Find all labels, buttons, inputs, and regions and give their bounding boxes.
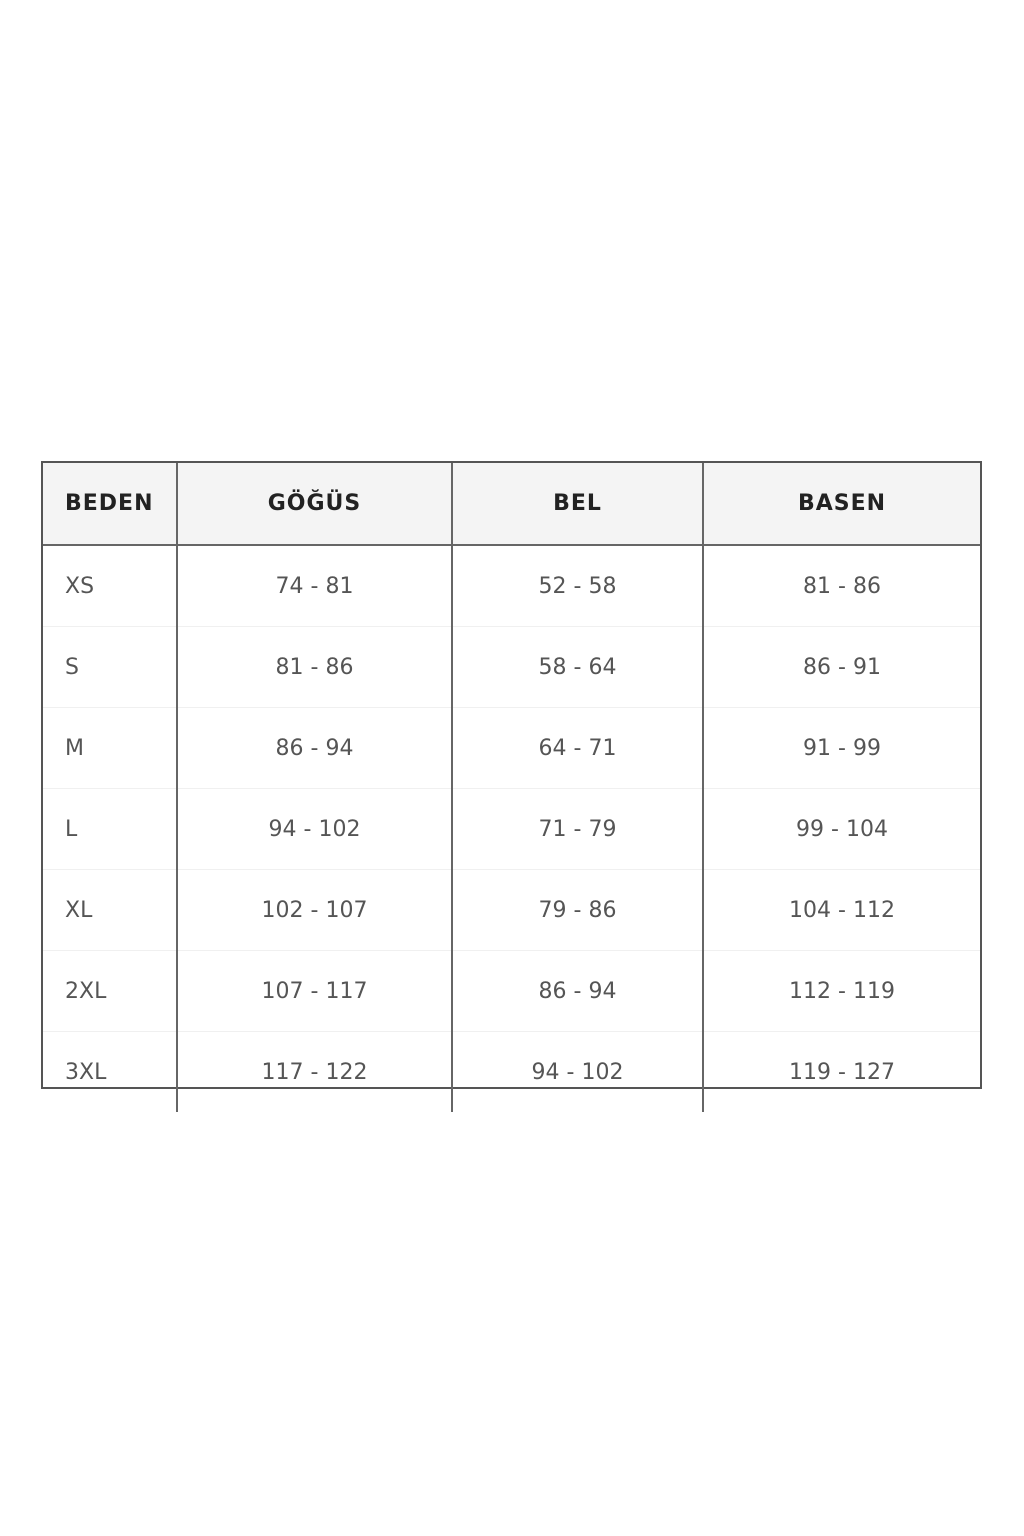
cell-bel: 58 - 64 (452, 626, 704, 708)
cell-basen: 119 - 127 (789, 1059, 895, 1085)
table-row: 3XL 117 - 122 94 - 102 119 - 127 (43, 1031, 980, 1112)
header-beden: BEDEN (43, 463, 178, 546)
cell-gogus: 81 - 86 (177, 626, 453, 708)
cell-basen: 86 - 91 (703, 626, 980, 708)
cell-beden: S (43, 626, 178, 708)
cell-beden: XL (43, 869, 178, 951)
cell-gogus: 74 - 81 (177, 545, 453, 627)
cell-bel: 94 - 102 (452, 1031, 704, 1112)
cell-beden: 2XL (43, 950, 178, 1032)
header-bel: BEL (452, 463, 704, 546)
cell-bel: 64 - 71 (452, 707, 704, 789)
cell-beden: XS (43, 545, 178, 627)
header-gogus: GÖĞÜS (177, 463, 453, 546)
table-row: XS 74 - 81 52 - 58 81 - 86 (43, 545, 980, 627)
cell-gogus: 107 - 117 (177, 950, 453, 1032)
cell-beden: M (43, 707, 178, 789)
cell-basen: 104 - 112 (703, 869, 980, 951)
table-row: L 94 - 102 71 - 79 99 - 104 (43, 788, 980, 870)
size-table: BEDEN GÖĞÜS BEL BASEN XS 74 - 81 52 - 58 81 - … (43, 463, 980, 1112)
cell-basen: 99 - 104 (703, 788, 980, 870)
table-row: 2XL 107 - 117 86 - 94 112 - 119 (43, 950, 980, 1032)
cell-basen: 91 - 99 (703, 707, 980, 789)
cell-bel: 52 - 58 (452, 545, 704, 627)
table-row: S 81 - 86 58 - 64 86 - 91 (43, 626, 980, 708)
cell-bel: 86 - 94 (452, 950, 704, 1032)
cell-gogus: 94 - 102 (177, 788, 453, 870)
cell-bel: 79 - 86 (452, 869, 704, 951)
cell-basen: 81 - 86 (703, 545, 980, 627)
table-row: M 86 - 94 64 - 71 91 - 99 (43, 707, 980, 789)
cell-beden: L (43, 788, 178, 870)
cell-bel: 71 - 79 (452, 788, 704, 870)
cell-beden: 3XL (43, 1031, 178, 1112)
cell-gogus: 102 - 107 (177, 869, 453, 951)
cell-gogus: 86 - 94 (177, 707, 453, 789)
table-row: XL 102 - 107 79 - 86 104 - 112 (43, 869, 980, 951)
cell-gogus: 117 - 122 (177, 1031, 453, 1112)
size-chart: BEDEN GÖĞÜS BEL BASEN XS 74 - 81 52 - 58 81 - … (41, 461, 982, 1112)
header-basen: BASEN (703, 463, 980, 546)
header-row: BEDEN GÖĞÜS BEL BASEN (43, 463, 980, 546)
cell-basen: 112 - 119 (703, 950, 980, 1032)
